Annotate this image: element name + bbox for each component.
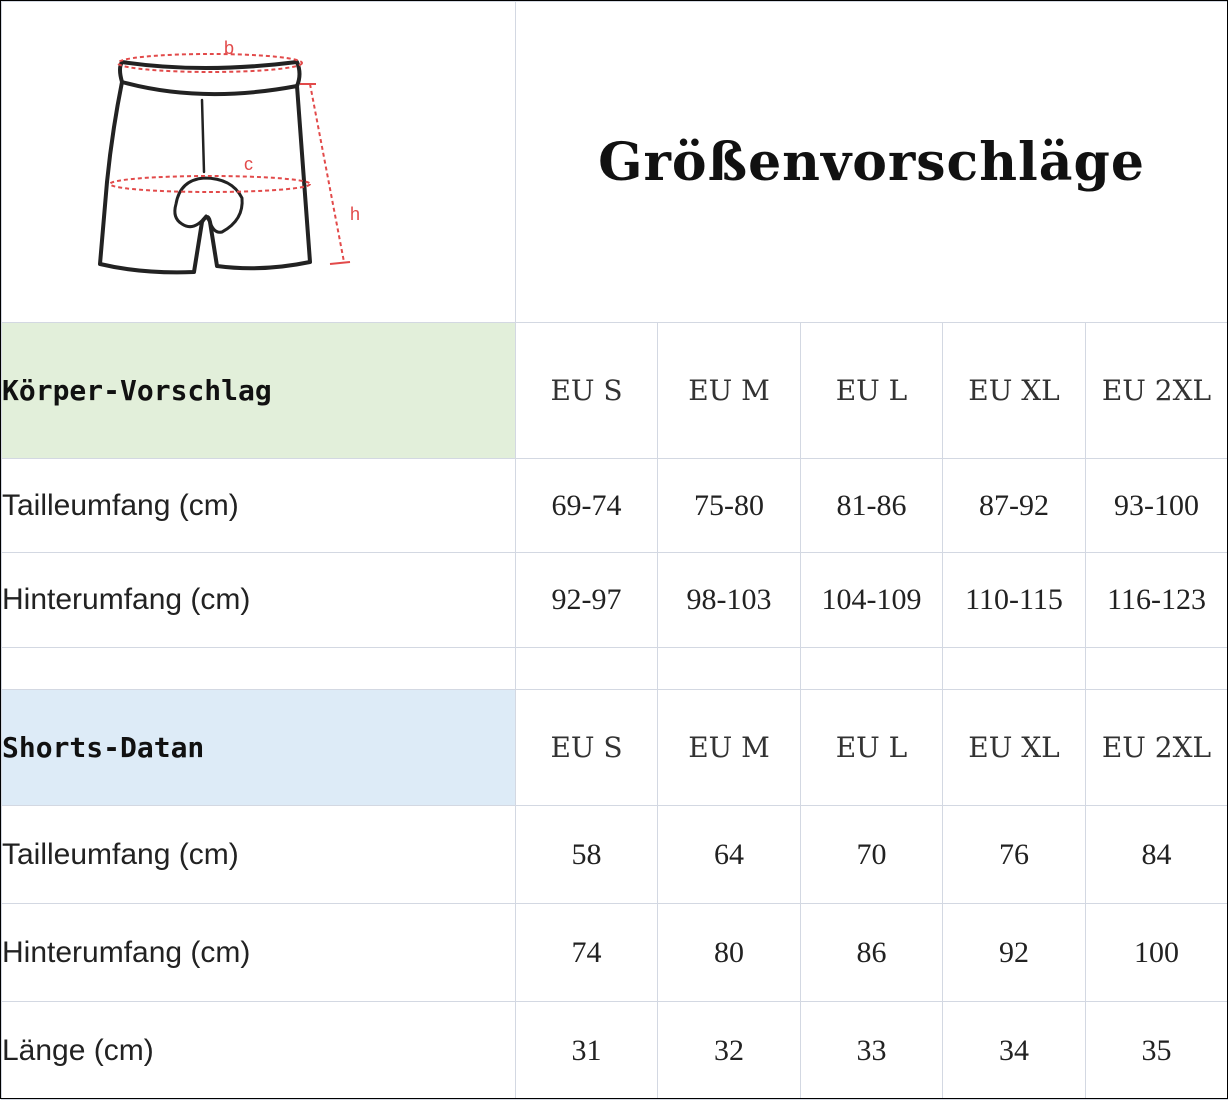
- cycling-shorts-icon: b c h: [98, 38, 360, 275]
- size-header: EU S: [515, 322, 658, 459]
- size-header: EU L: [800, 322, 943, 459]
- table-cell: 92: [942, 903, 1086, 1002]
- table-cell: 98-103: [657, 552, 801, 648]
- shorts-section-heading: Shorts-Datan: [1, 689, 516, 806]
- row-label: Tailleumfang (cm): [1, 458, 516, 553]
- table-cell: 75-80: [657, 458, 801, 553]
- table-cell: 74: [515, 903, 658, 1002]
- size-header: EU XL: [942, 322, 1086, 459]
- table-cell: 116-123: [1084, 552, 1229, 648]
- empty-cell: [1, 647, 516, 690]
- table-cell: 86: [800, 903, 943, 1002]
- page-title: Größenvorschläge: [514, 1, 1229, 323]
- table-row: Tailleumfang (cm) 69-74 75-80 81-86 87-9…: [1, 458, 1229, 553]
- row-label: Länge (cm): [1, 1001, 516, 1100]
- empty-cell: [800, 647, 943, 690]
- empty-cell: [515, 647, 658, 690]
- body-section-header-row: Körper-Vorschlag EU S EU M EU L EU XL EU…: [1, 322, 1229, 459]
- row-label: Hinterumfang (cm): [1, 903, 516, 1002]
- table-cell: 92-97: [515, 552, 658, 648]
- table-cell: 100: [1084, 903, 1229, 1002]
- empty-cell: [942, 647, 1086, 690]
- measure-lines: [109, 53, 351, 265]
- table-cell: 35: [1084, 1001, 1229, 1100]
- table-cell: 87-92: [942, 458, 1086, 553]
- diagram-label-h: h: [350, 204, 360, 224]
- header-row: b c h Größenvorschläge: [1, 1, 1229, 323]
- shorts-section-header-row: Shorts-Datan EU S EU M EU L EU XL EU 2XL: [1, 689, 1229, 806]
- size-header: EU 2XL: [1084, 322, 1229, 459]
- table-cell: 80: [657, 903, 801, 1002]
- table-cell: 76: [942, 805, 1086, 904]
- table-row: Hinterumfang (cm) 92-97 98-103 104-109 1…: [1, 552, 1229, 648]
- table-cell: 81-86: [800, 458, 943, 553]
- table-cell: 32: [657, 1001, 801, 1100]
- size-header: EU 2XL: [1084, 689, 1229, 806]
- body-section-heading: Körper-Vorschlag: [1, 322, 516, 459]
- table-row: Hinterumfang (cm) 74 80 86 92 100: [1, 903, 1229, 1002]
- empty-cell: [1084, 647, 1229, 690]
- table-cell: 64: [657, 805, 801, 904]
- table-cell: 84: [1084, 805, 1229, 904]
- size-header: EU M: [657, 322, 801, 459]
- table-row: Tailleumfang (cm) 58 64 70 76 84: [1, 805, 1229, 904]
- table-row: Länge (cm) 31 32 33 34 35: [1, 1001, 1229, 1100]
- table-cell: 31: [515, 1001, 658, 1100]
- table-cell: 93-100: [1084, 458, 1229, 553]
- table-cell: 70: [800, 805, 943, 904]
- spacer-row: [1, 647, 1229, 690]
- table-cell: 34: [942, 1001, 1086, 1100]
- diagram-label-c: c: [244, 154, 253, 174]
- diagram-label-b: b: [224, 38, 234, 58]
- empty-cell: [657, 647, 801, 690]
- row-label: Hinterumfang (cm): [1, 552, 516, 648]
- table-cell: 58: [515, 805, 658, 904]
- row-label: Tailleumfang (cm): [1, 805, 516, 904]
- size-header: EU M: [657, 689, 801, 806]
- table-cell: 33: [800, 1001, 943, 1100]
- size-header: EU XL: [942, 689, 1086, 806]
- size-header: EU S: [515, 689, 658, 806]
- diagram-cell: b c h: [1, 1, 516, 323]
- table-cell: 69-74: [515, 458, 658, 553]
- size-header: EU L: [800, 689, 943, 806]
- table-cell: 110-115: [942, 552, 1086, 648]
- table-cell: 104-109: [800, 552, 943, 648]
